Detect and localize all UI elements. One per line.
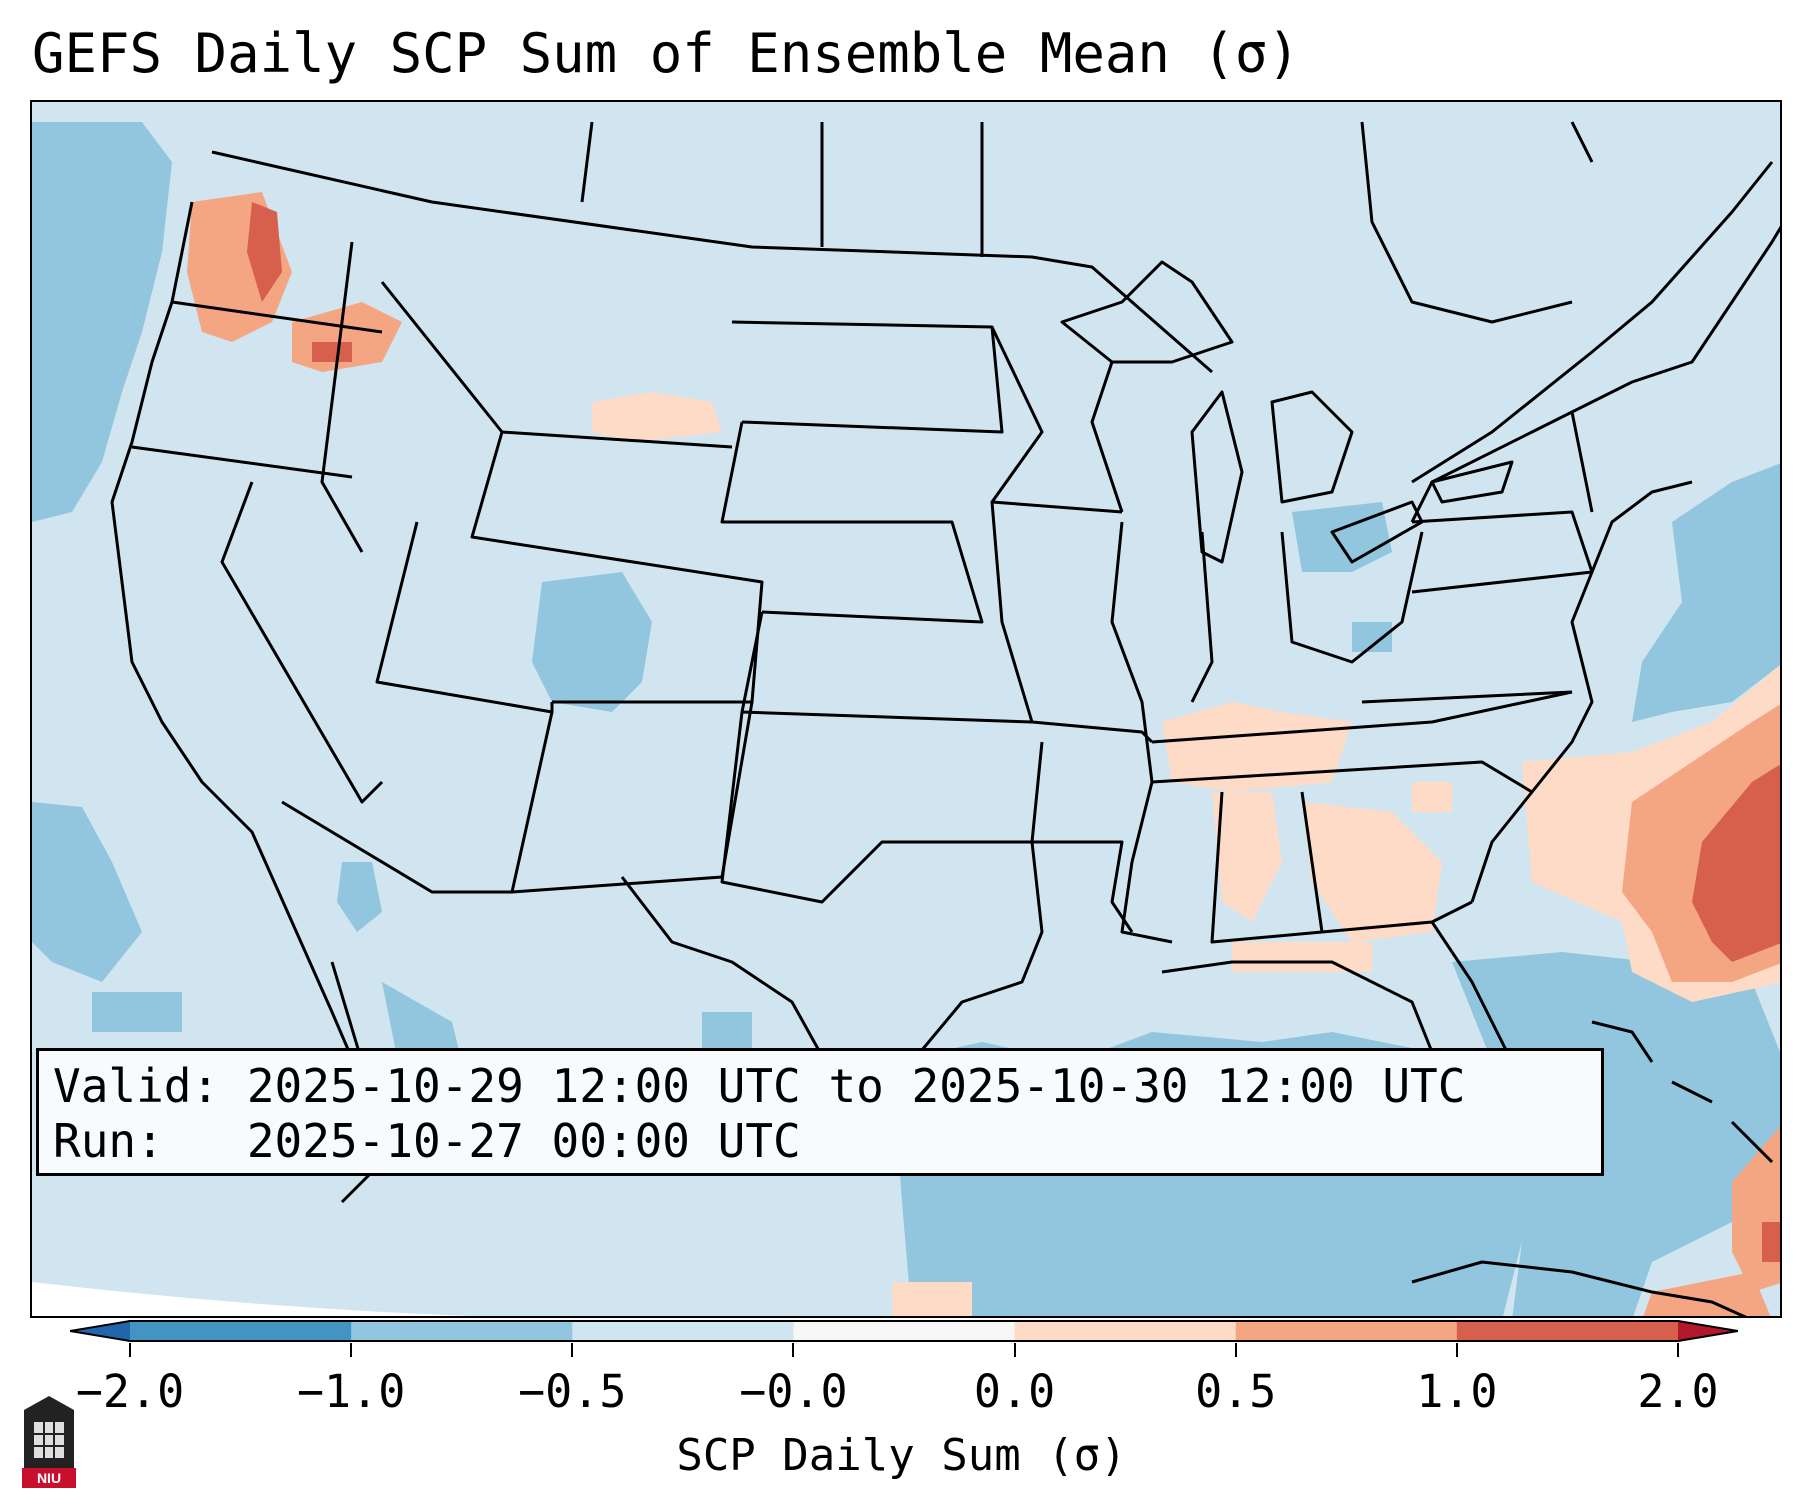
logo-window-grid [34, 1422, 64, 1458]
colorbar-tick-label: 0.5 [1195, 1365, 1277, 1418]
colorbar-tick-mark [792, 1343, 795, 1357]
pacific-negative-area [32, 122, 172, 522]
alabama-positive-area [1212, 792, 1282, 922]
colorbar-tick-mark [1677, 1343, 1679, 1357]
canada-provinces [580, 121, 1594, 257]
map-title: GEFS Daily SCP Sum of Ensemble Mean (σ) [32, 22, 1300, 85]
baja-negative-area [337, 862, 382, 932]
great-lakes-ontario [1430, 460, 1514, 504]
great-lakes-superior [1060, 260, 1234, 364]
georgia-positive-area [1302, 802, 1442, 942]
colorbar-tick-label: −1.0 [296, 1365, 406, 1418]
idaho-positive-core [312, 342, 352, 362]
colorbar-segment [572, 1320, 794, 1342]
colorbar-segment [1456, 1320, 1679, 1342]
cuba-outline [1411, 1260, 1747, 1316]
state-line-il-in [1190, 531, 1214, 703]
colorbar-tick-mark [1455, 1343, 1458, 1357]
colorbar [70, 1320, 1738, 1342]
state-line-ny [1410, 410, 1594, 523]
yucatan-positive-patch [892, 1282, 972, 1316]
colorbar-tick-label: 2.0 [1637, 1365, 1719, 1418]
state-line-co [470, 431, 764, 704]
colorbar-segment [130, 1320, 352, 1342]
state-line-ms-al [1210, 791, 1324, 944]
state-line-tn-south [1151, 760, 1533, 794]
colorado-negative-area [532, 572, 652, 712]
colorbar-tick-label: −0.5 [518, 1365, 627, 1418]
colorbar-outline [70, 1320, 1738, 1342]
bahamas [1591, 1020, 1774, 1164]
pacific-south-negative-area [32, 802, 142, 982]
colorbar-tick-label: −2.0 [75, 1365, 185, 1418]
validity-info-box: Valid: 2025-10-29 12:00 UTC to 2025-10-3… [36, 1048, 1604, 1176]
canada-wi-border [1090, 361, 1124, 513]
logo-roof [24, 1396, 74, 1410]
state-line-ar-la [1032, 840, 1134, 933]
wyoming-positive-area [592, 392, 722, 442]
east-coast [1470, 480, 1693, 903]
colorbar-extend-high [1678, 1320, 1738, 1342]
washington-positive-core [247, 202, 282, 302]
state-line-ut-az [375, 521, 554, 714]
niu-logo: NIU [22, 1396, 76, 1488]
logo-banner [22, 1468, 76, 1488]
state-line-ok-tx [720, 711, 1044, 904]
colorbar-extend-low [70, 1320, 130, 1342]
colorbar-tick-label: 0.0 [973, 1365, 1056, 1418]
state-line-ky-tn [1151, 690, 1573, 744]
atlantic-positive-core [1692, 764, 1780, 962]
tennessee-positive-area [1162, 702, 1352, 792]
boundaries [110, 121, 1780, 1316]
state-line-or-ca [131, 445, 353, 479]
state-line-nv [220, 481, 384, 804]
colorbar-tick-label: −0.0 [739, 1365, 848, 1418]
colorbar-segment [1014, 1320, 1237, 1342]
valid-time-line: Valid: 2025-10-29 12:00 UTC to 2025-10-3… [53, 1059, 1466, 1113]
mexico-border [281, 800, 512, 894]
colorbar-tick-mark [350, 1343, 353, 1357]
canada-border [211, 150, 1213, 374]
west-coast [110, 201, 394, 1163]
state-line-nd-sd [731, 320, 1004, 434]
state-line-mn-ia [990, 326, 1123, 514]
state-line-oh [1280, 531, 1424, 664]
great-lakes-erie [1330, 500, 1424, 564]
state-line-pa [1411, 510, 1594, 594]
state-line-va-nc [1361, 690, 1573, 704]
caribbean-positive-core [1762, 1222, 1780, 1262]
colorbar-label: SCP Daily Sum (σ) [676, 1430, 1127, 1481]
great-lakes-michigan [1190, 390, 1244, 564]
colorbar-segment [793, 1320, 1016, 1342]
atlantic-negative-area [1452, 942, 1780, 1316]
projection-edge [32, 1282, 470, 1316]
logo-text: NIU [37, 1470, 61, 1486]
colorbar-segment [1235, 1320, 1458, 1342]
logo-window [34, 1422, 64, 1458]
colorbar-segment [351, 1320, 573, 1342]
sc-positive-patch [1412, 782, 1452, 812]
state-line-id [320, 241, 364, 553]
colorbar-tick-mark [129, 1343, 131, 1357]
state-line-az-nm [510, 701, 754, 894]
colorbar-tick-mark [1234, 1343, 1237, 1357]
new-england [1571, 225, 1780, 414]
great-lakes-huron [1270, 390, 1354, 504]
colorbar-tick-mark [1013, 1343, 1016, 1357]
gulf-coast-positive-patch [1232, 942, 1372, 972]
colorbar-tick-mark [571, 1343, 574, 1357]
run-time-line: Run: 2025-10-27 00:00 UTC [53, 1114, 801, 1168]
pacific-negative-patch [92, 992, 182, 1032]
hudson-bay-edge [1360, 121, 1573, 324]
cuba-positive-area [1643, 1272, 1771, 1316]
atlantic-north-negative-area [1632, 463, 1780, 722]
state-line-wa-or [171, 300, 383, 334]
st-lawrence [1411, 161, 1774, 484]
state-line-ne-ks [720, 421, 984, 624]
colorbar-tick-label: 1.0 [1416, 1365, 1498, 1418]
